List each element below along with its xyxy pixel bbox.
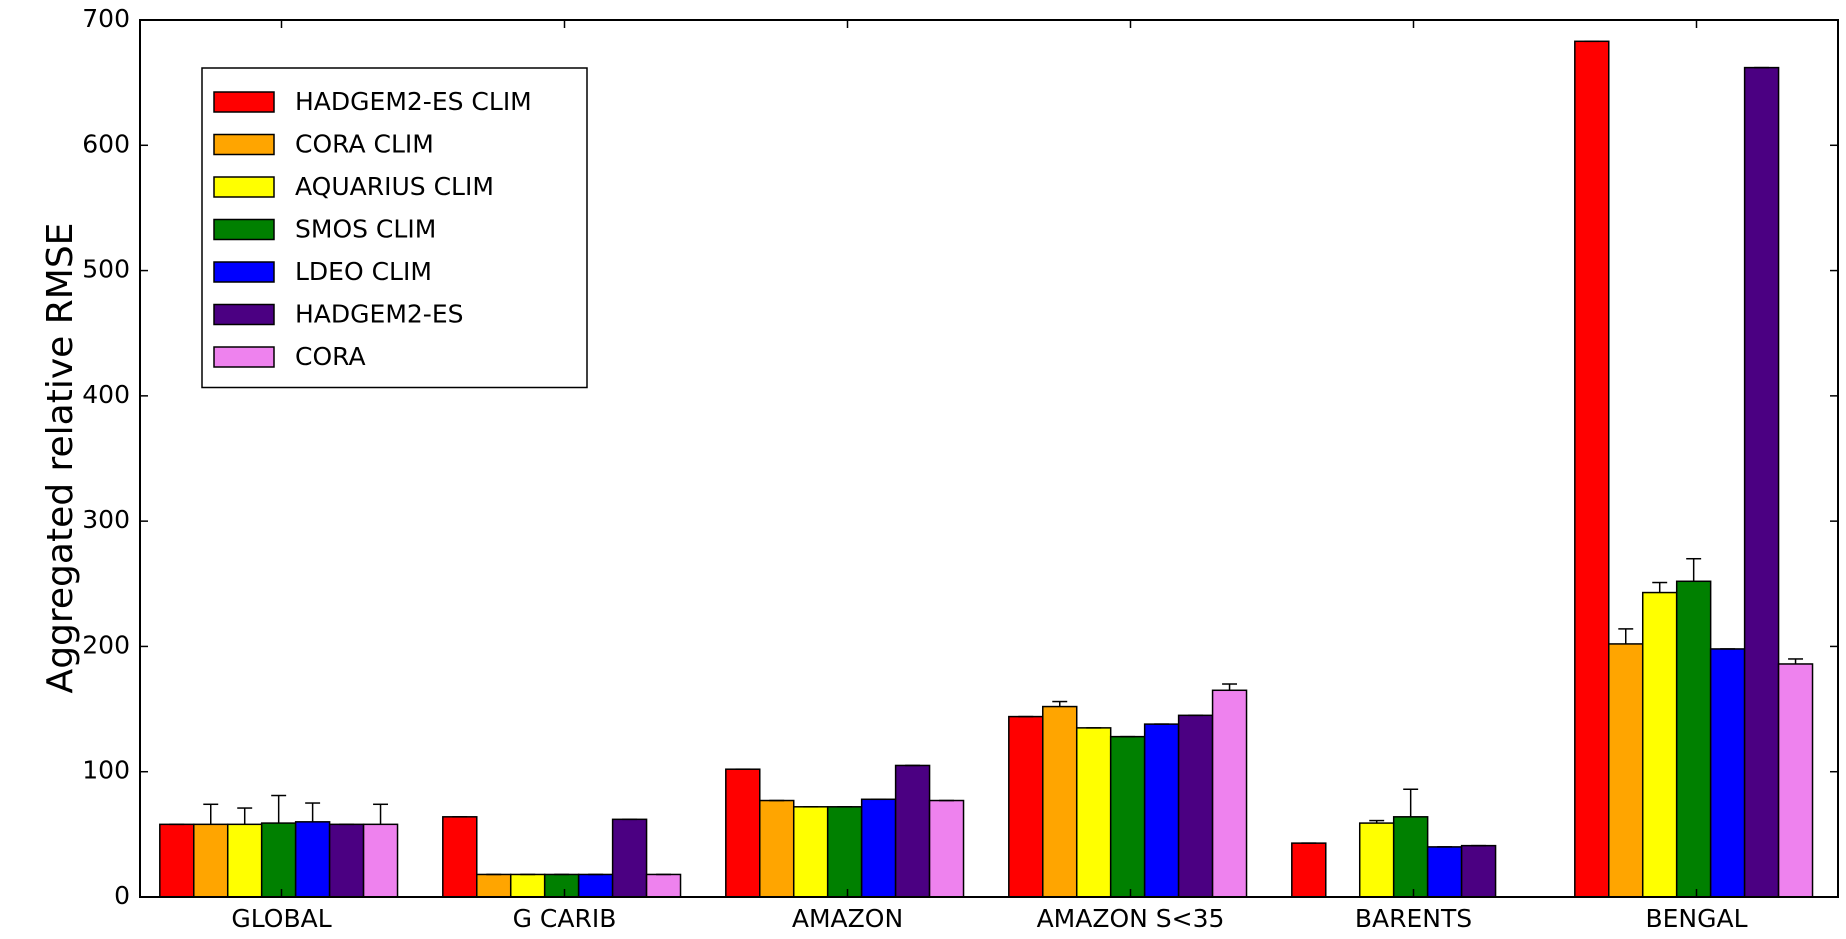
bar [826, 806, 863, 898]
y-tick-label: 300 [82, 505, 130, 534]
bar [1675, 580, 1712, 898]
y-tick-label: 500 [82, 255, 130, 284]
legend-label: HADGEM2-ES [295, 300, 463, 329]
y-axis-title: Aggregated relative RMSE [40, 223, 81, 694]
legend-swatch [213, 346, 275, 368]
bar [260, 822, 297, 898]
bar [1709, 648, 1746, 898]
legend-swatch [213, 303, 275, 326]
bar [759, 799, 795, 898]
x-tick-label: AMAZON S<35 [1037, 904, 1225, 933]
bar [1574, 40, 1610, 898]
y-tick-label: 600 [82, 129, 130, 158]
bar [1777, 663, 1814, 898]
bar [1008, 715, 1044, 898]
legend-label: AQUARIUS CLIM [295, 172, 494, 201]
x-tick-label: G CARIB [513, 904, 617, 933]
bar [1392, 816, 1429, 898]
bar [792, 806, 829, 898]
legend-label: HADGEM2-ES CLIM [295, 87, 532, 116]
bar [1358, 822, 1395, 898]
bar [328, 823, 365, 898]
y-tick-label: 0 [114, 881, 130, 910]
bar [1075, 727, 1112, 898]
y-tick-label: 200 [82, 630, 130, 659]
bar [1608, 643, 1644, 898]
legend-swatch [213, 261, 275, 283]
legend-swatch [213, 133, 275, 156]
bar [577, 873, 614, 898]
bar [226, 823, 263, 898]
y-tick-label: 400 [82, 380, 130, 409]
legend: HADGEM2-ES CLIM CORA CLIM AQUARIUS CLIM SMO… [201, 67, 588, 389]
bar [1641, 591, 1678, 898]
bars-group [159, 40, 1814, 898]
legend-label: SMOS CLIM [295, 215, 436, 244]
legend-swatch [213, 176, 275, 198]
bar [1743, 66, 1780, 898]
x-tick-label: GLOBAL [231, 904, 331, 933]
bar [1460, 844, 1497, 898]
bar [1426, 846, 1463, 898]
y-tick-label: 700 [82, 4, 130, 33]
legend-label: CORA CLIM [295, 130, 434, 159]
y-tick-label: 100 [82, 756, 130, 785]
bar [476, 873, 512, 898]
bar [1042, 705, 1078, 898]
legend-label: CORA [295, 342, 366, 371]
bar [1177, 714, 1214, 898]
bar [442, 816, 478, 898]
bar [543, 873, 580, 898]
bar [509, 873, 546, 898]
bar [725, 768, 761, 898]
bar [928, 799, 965, 898]
bar [645, 873, 682, 898]
bar [1291, 842, 1327, 898]
legend-swatch [213, 91, 275, 113]
legend-label: LDEO CLIM [295, 257, 432, 286]
bar [193, 823, 229, 898]
plot-frame [139, 19, 1839, 898]
bar [362, 823, 399, 898]
y-axis: 0 100 200 300 400 500 600 700 [82, 4, 1838, 910]
bar [1143, 723, 1180, 898]
x-tick-label: BENGAL [1645, 904, 1747, 933]
x-tick-label: AMAZON [792, 904, 903, 933]
bar [1109, 735, 1146, 898]
bar [894, 764, 931, 898]
legend-swatch [213, 218, 275, 241]
bar [294, 821, 331, 898]
x-axis: GLOBAL G CARIB AMAZON AMAZON S<35 BARENTS BEN… [231, 20, 1748, 933]
x-tick-label: BARENTS [1355, 904, 1472, 933]
bar [860, 798, 897, 898]
bar [611, 818, 648, 898]
bar [1211, 689, 1248, 898]
bar [159, 823, 195, 898]
